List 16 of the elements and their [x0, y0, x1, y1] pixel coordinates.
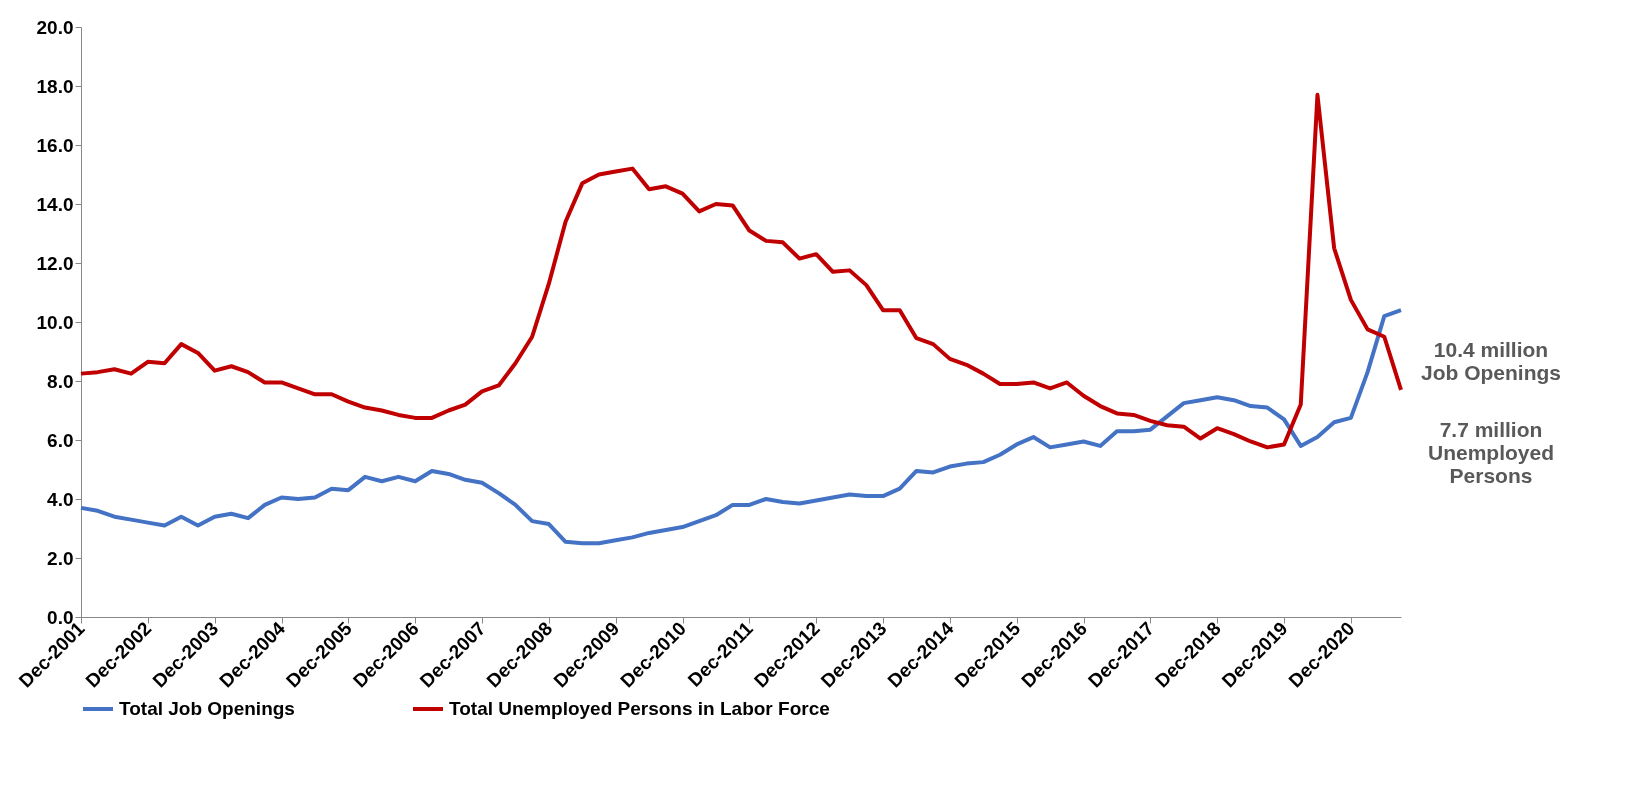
legend-label: Total Job Openings	[119, 698, 295, 719]
line-series	[79, 308, 1403, 546]
y-tick-label: 8.0	[47, 370, 74, 392]
y-tick-label: 2.0	[47, 547, 74, 569]
y-tick-label: 12.0	[36, 252, 74, 274]
y-tick-label: 16.0	[36, 134, 74, 156]
y-tick-label: 18.0	[36, 75, 74, 97]
y-tick-label: 4.0	[47, 488, 74, 510]
text: 7.7 million Unemployed Persons	[1427, 417, 1555, 487]
legend-label: Total Unemployed Persons in Labor Force	[449, 698, 830, 719]
y-tick-label: 20.0	[36, 16, 74, 38]
y-tick-label: 10.0	[36, 311, 74, 333]
line-series	[79, 92, 1403, 450]
text: 10.4 million Job Openings	[1420, 338, 1562, 385]
y-tick-label: 14.0	[36, 193, 74, 215]
y-tick-label: 6.0	[47, 429, 74, 451]
